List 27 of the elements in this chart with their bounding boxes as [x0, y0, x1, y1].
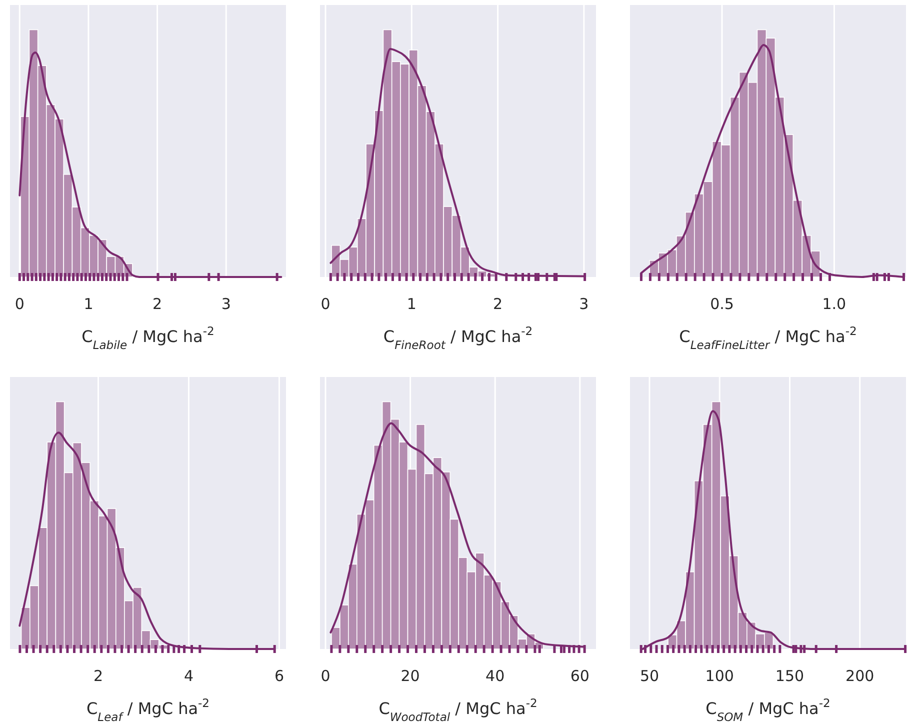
- x-axis-title: C$_{LeafFineLitter}$ / MgC ha$^{-2}$: [679, 324, 857, 352]
- x-tick-label: 0: [14, 295, 24, 313]
- x-tick-label: 40: [486, 667, 505, 685]
- x-tick-label: 2: [93, 667, 104, 685]
- x-tick-label: 50: [640, 667, 660, 685]
- x-tick-label: 60: [570, 667, 590, 685]
- x-tick-label: 2: [152, 295, 162, 313]
- x-tick-label: 1.0: [822, 295, 846, 313]
- x-tick-label: 100: [705, 667, 734, 685]
- x-tick-label: 3: [221, 295, 231, 313]
- x-tick-label: 4: [184, 667, 194, 685]
- x-axis-title: C$_{Leaf}$ / MgC ha$^{-2}$: [86, 696, 210, 724]
- x-axis-title: C$_{Labile}$ / MgC ha$^{-2}$: [82, 324, 214, 352]
- x-tick-label: 6: [274, 667, 284, 685]
- x-axis-title: C$_{WoodTotal}$ / MgC ha$^{-2}$: [378, 696, 538, 724]
- x-tick-label: 3: [579, 295, 589, 313]
- x-tick-label: 20: [400, 667, 420, 685]
- x-axis-title: C$_{SOM}$ / MgC ha$^{-2}$: [706, 696, 830, 724]
- x-tick-label: 1: [84, 295, 94, 313]
- x-tick-label: 0.5: [710, 295, 734, 313]
- x-tick-label: 150: [775, 667, 804, 685]
- x-tick-label: 200: [846, 667, 874, 685]
- x-tick-label: 0: [320, 667, 330, 685]
- x-tick-label: 0: [320, 295, 330, 313]
- x-tick-label: 2: [493, 295, 503, 313]
- x-axis-title: C$_{FineRoot}$ / MgC ha$^{-2}$: [383, 324, 533, 352]
- x-tick-label: 1: [406, 295, 416, 313]
